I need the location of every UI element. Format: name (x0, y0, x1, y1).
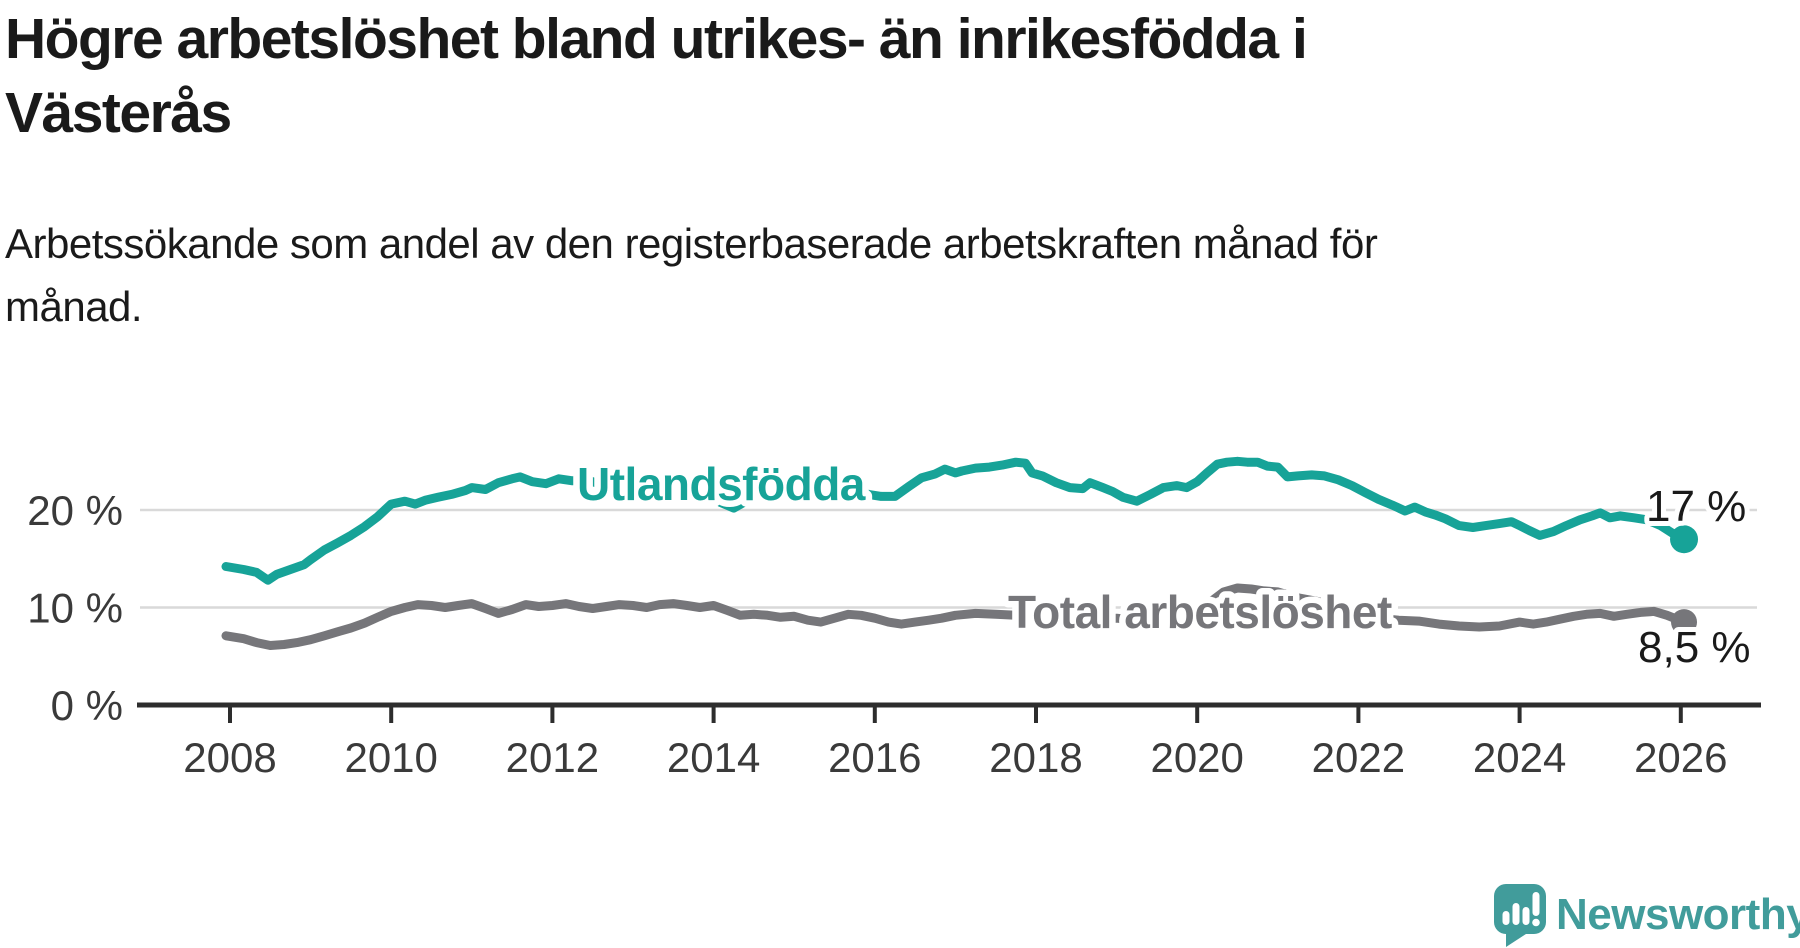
chart-subtitle: Arbetssökande som andel av den registerb… (5, 212, 1645, 338)
annotation-layer: Utlandsfödda Total arbetslöshet 17 % 8,5 % (571, 452, 1756, 678)
end-value-label-utlandsfodda: 17 % (1646, 482, 1746, 531)
newsworthy-speech-bubble-icon (1494, 884, 1546, 947)
x-axis-label-2026: 2026 (1634, 734, 1727, 781)
newsworthy-logo[interactable]: Newsworthy (1494, 884, 1800, 947)
x-axis-label-2010: 2010 (344, 734, 437, 781)
newsworthy-wordmark: Newsworthy (1556, 890, 1800, 939)
chart-subtitle-line2: månad. (5, 283, 143, 330)
end-value-label-total: 8,5 % (1638, 623, 1751, 672)
y-axis-label-20: 20 % (27, 487, 123, 534)
chart-title-line2: Västerås (5, 81, 232, 146)
chart-title: Högre arbetslöshet bland utrikes- än inr… (5, 2, 1565, 150)
x-axis-label-2012: 2012 (506, 734, 599, 781)
x-axis-label-2022: 2022 (1312, 734, 1405, 781)
chart-title-line1: Högre arbetslöshet bland utrikes- än inr… (5, 7, 1308, 71)
series-end-dot-utlandsfodda (1670, 525, 1699, 554)
logo-exclamation-dot (1532, 918, 1540, 927)
x-axis-label-2018: 2018 (989, 734, 1082, 781)
logo-bar-3 (1522, 907, 1530, 925)
series-line-utlandsfodda (221, 456, 1689, 585)
series-label-utlandsfodda: Utlandsfödda (577, 458, 866, 510)
x-axis-label-2014: 2014 (667, 734, 760, 781)
x-axis-label-2008: 2008 (183, 734, 276, 781)
logo-exclamation-bar (1532, 892, 1540, 916)
series-label-total: Total arbetslöshet (1008, 586, 1392, 638)
series-line-total (221, 583, 1689, 650)
series-end-dot-total (1671, 609, 1698, 636)
x-axis-label-2024: 2024 (1473, 734, 1566, 781)
chart-subtitle-line1: Arbetssökande som andel av den registerb… (5, 220, 1378, 267)
logo-bar-1 (1502, 911, 1510, 925)
y-axis-label-10: 10 % (27, 585, 123, 632)
x-axis-label-2020: 2020 (1150, 734, 1243, 781)
series-layer (221, 456, 1699, 650)
y-axis-label-0: 0 % (51, 682, 123, 729)
axis-layer: 0 % 10 % 20 % 2008 2010 2012 2014 2016 2018 2020 2… (27, 487, 1761, 781)
x-axis-label-2016: 2016 (828, 734, 921, 781)
logo-bar-2 (1512, 903, 1520, 925)
